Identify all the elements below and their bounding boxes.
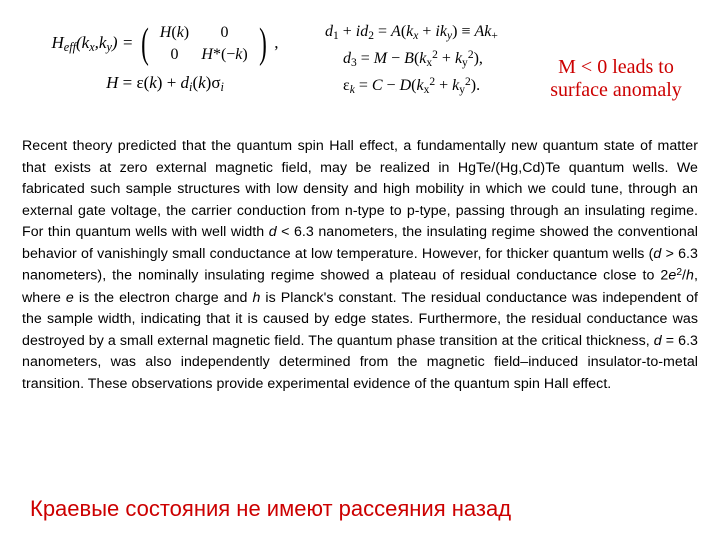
equation-right-block: d1 + id2 = A(kx + iky) ≡ Ak+ d3 = M − B(… xyxy=(325,22,525,102)
annotation-red: M < 0 leads to surface anomaly xyxy=(528,56,704,102)
matrix-rparen: ) xyxy=(259,23,267,65)
eq-d3: d3 = M − B(kx2 + ky2), xyxy=(325,48,525,71)
m21: 0 xyxy=(170,46,178,63)
eq-d12: d1 + id2 = A(kx + iky) ≡ Ak+ xyxy=(325,22,525,44)
m12: 0 xyxy=(221,24,229,41)
heff-lhs: Heff(kx,ky) = xyxy=(52,33,134,52)
h-def: H = ε(k) + di(k)σi xyxy=(20,72,310,96)
m11: H(k) xyxy=(160,24,189,41)
annotation-line1: M < 0 leads to xyxy=(558,56,674,78)
annotation-line2: surface anomaly xyxy=(550,79,682,101)
heff-row: Heff(kx,ky) = ( H(k) 0 0 H*(−k) ) , xyxy=(20,22,310,66)
matrix-lparen: ( xyxy=(141,23,149,65)
abstract-paragraph: Recent theory predicted that the quantum… xyxy=(22,136,698,396)
matrix-col1: H(k) 0 xyxy=(156,22,193,66)
m22: H*(−k) xyxy=(201,46,247,63)
footer-russian-text: Краевые состояния не имеют рассеяния наз… xyxy=(30,496,511,522)
equation-left-block: Heff(kx,ky) = ( H(k) 0 0 H*(−k) ) , H = … xyxy=(20,22,310,96)
matrix-col2: 0 H*(−k) xyxy=(197,22,251,66)
matrix-trail: , xyxy=(274,33,278,52)
eq-eps: εk = C − D(kx2 + ky2). xyxy=(325,75,525,98)
heff-matrix: ( H(k) 0 0 H*(−k) ) xyxy=(138,22,270,66)
page-root: Heff(kx,ky) = ( H(k) 0 0 H*(−k) ) , H = … xyxy=(0,0,720,540)
